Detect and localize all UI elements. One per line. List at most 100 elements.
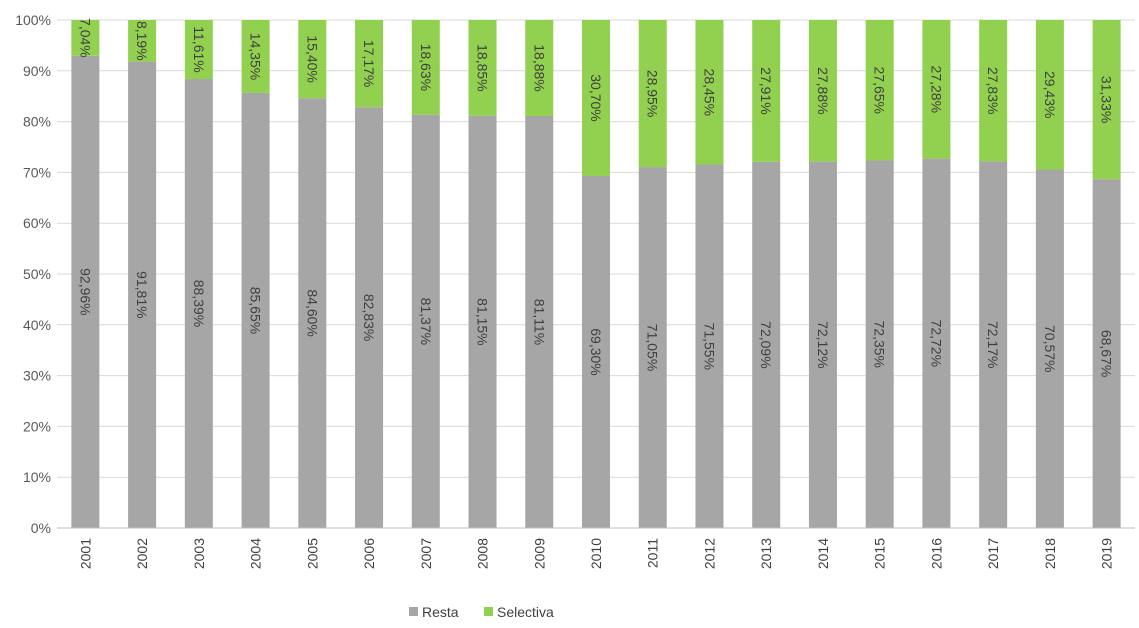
y-tick-label: 80% <box>23 114 51 130</box>
data-label-resta-2006: 82,83% <box>361 294 377 341</box>
x-tick-label-2015: 2015 <box>872 538 888 569</box>
data-label-selectiva-2015: 27,65% <box>872 66 888 113</box>
legend-swatch-selectiva <box>484 607 493 616</box>
x-tick-label-2005: 2005 <box>304 538 320 569</box>
bar-resta-2019 <box>1092 179 1121 528</box>
data-label-resta-2015: 72,35% <box>872 320 888 367</box>
x-tick-label-2017: 2017 <box>985 538 1001 569</box>
data-label-selectiva-2002: 8,19% <box>134 21 150 61</box>
bar-selectiva-2003 <box>184 20 213 79</box>
x-tick-label-2004: 2004 <box>248 538 264 569</box>
bar-resta-2018 <box>1035 169 1064 528</box>
x-tick-label-2018: 2018 <box>1042 538 1058 569</box>
x-tick-label-2016: 2016 <box>928 538 944 569</box>
bar-resta-2006 <box>355 107 384 528</box>
x-tick-label-2003: 2003 <box>191 538 207 569</box>
bar-selectiva-2012 <box>695 20 724 165</box>
data-label-selectiva-2003: 11,61% <box>191 26 207 72</box>
y-tick-label: 20% <box>23 418 51 434</box>
x-tick-label-2001: 2001 <box>77 538 93 569</box>
data-label-selectiva-2018: 29,43% <box>1042 71 1058 118</box>
data-label-resta-2005: 84,60% <box>304 289 320 336</box>
x-tick-label-2019: 2019 <box>1099 538 1115 569</box>
x-axis: 2001 2002 2003 2004 2005 2006 2007 2008 2009 2010… <box>57 527 1135 569</box>
data-label-selectiva-2004: 14,35% <box>248 33 264 80</box>
bar-selectiva-2007 <box>411 20 440 115</box>
data-label-selectiva-2016: 27,28% <box>928 66 944 113</box>
bar-selectiva-2014 <box>808 20 837 162</box>
bar-selectiva-2016 <box>922 20 951 159</box>
y-tick-label: 50% <box>23 266 51 282</box>
bar-selectiva-2015 <box>865 20 894 161</box>
bar-resta-2001 <box>71 55 100 529</box>
x-tick-label-2010: 2010 <box>588 538 604 569</box>
data-label-selectiva-2011: 28,95% <box>645 70 661 117</box>
x-tick-label-2012: 2012 <box>701 538 717 569</box>
bar-selectiva-2005 <box>298 20 327 99</box>
bar-resta-2016 <box>922 158 951 528</box>
bar-selectiva-2009 <box>525 20 554 116</box>
bar-resta-2015 <box>865 160 894 528</box>
legend-label-selectiva: Selectiva <box>497 604 554 620</box>
data-label-selectiva-2007: 18,63% <box>418 44 434 91</box>
y-axis: 0% 10% 20% 30% 40% 50% 60% 70% 80% 90% 100% <box>15 12 51 536</box>
data-label-resta-2007: 81,37% <box>418 298 434 345</box>
bar-selectiva-2001 <box>71 20 100 56</box>
data-label-resta-2003: 88,39% <box>191 280 207 327</box>
data-label-resta-2009: 81,11% <box>531 299 547 345</box>
data-label-resta-2012: 71,55% <box>701 323 717 370</box>
data-label-resta-2017: 72,17% <box>985 321 1001 368</box>
bar-resta-2007 <box>411 114 440 529</box>
data-label-selectiva-2009: 18,88% <box>531 44 547 91</box>
data-label-selectiva-2008: 18,85% <box>475 44 491 91</box>
data-label-selectiva-2001: 7,04% <box>77 18 93 58</box>
x-tick-label-2002: 2002 <box>134 538 150 569</box>
bar-selectiva-2017 <box>979 20 1008 162</box>
y-tick-label: 0% <box>31 520 51 536</box>
data-label-selectiva-2012: 28,45% <box>701 69 717 116</box>
bar-resta-2011 <box>638 167 667 529</box>
data-label-selectiva-2013: 27,91% <box>758 67 774 114</box>
data-label-resta-2008: 81,15% <box>475 298 491 345</box>
y-tick-label: 70% <box>23 164 51 180</box>
y-tick-label: 40% <box>23 317 51 333</box>
y-tick-label: 60% <box>23 215 51 231</box>
data-label-resta-2016: 72,72% <box>928 320 944 367</box>
bar-selectiva-2019 <box>1092 20 1121 180</box>
bar-resta-2017 <box>979 161 1008 528</box>
data-label-resta-2011: 71,05% <box>645 324 661 371</box>
data-label-resta-2001: 92,96% <box>77 268 93 315</box>
bar-selectiva-2018 <box>1035 20 1064 170</box>
data-label-selectiva-2014: 27,88% <box>815 67 831 114</box>
bar-resta-2013 <box>752 161 781 528</box>
x-tick-label-2013: 2013 <box>758 538 774 569</box>
bar-resta-2009 <box>525 115 554 529</box>
bars <box>71 20 1121 529</box>
bar-selectiva-2013 <box>752 20 781 162</box>
bar-resta-2003 <box>184 78 213 529</box>
bar-selectiva-2008 <box>468 20 497 116</box>
bar-resta-2012 <box>695 164 724 528</box>
bar-resta-2014 <box>808 161 837 528</box>
bar-selectiva-2004 <box>241 20 270 93</box>
data-label-resta-2019: 68,67% <box>1099 330 1115 377</box>
x-tick-label-2011: 2011 <box>645 538 661 568</box>
y-tick-label: 100% <box>15 12 51 28</box>
data-label-resta-2013: 72,09% <box>758 321 774 368</box>
data-labels: 92,96% 7,04% 91,81% 8,19% 88,39% 11,61% 85,65%… <box>77 18 1114 377</box>
bar-resta-2002 <box>128 61 157 529</box>
x-tick-label-2009: 2009 <box>531 538 547 569</box>
data-label-selectiva-2010: 30,70% <box>588 74 604 121</box>
bar-resta-2010 <box>582 175 610 528</box>
bar-selectiva-2006 <box>355 20 384 108</box>
data-label-resta-2002: 91,81% <box>134 271 150 318</box>
y-tick-label: 30% <box>23 368 51 384</box>
bar-selectiva-2011 <box>638 20 667 168</box>
data-label-selectiva-2005: 15,40% <box>304 35 320 82</box>
legend-label-resta: Resta <box>422 604 459 620</box>
data-label-resta-2014: 72,12% <box>815 321 831 368</box>
legend: Resta Selectiva <box>409 604 554 620</box>
y-tick-label: 10% <box>23 469 51 485</box>
